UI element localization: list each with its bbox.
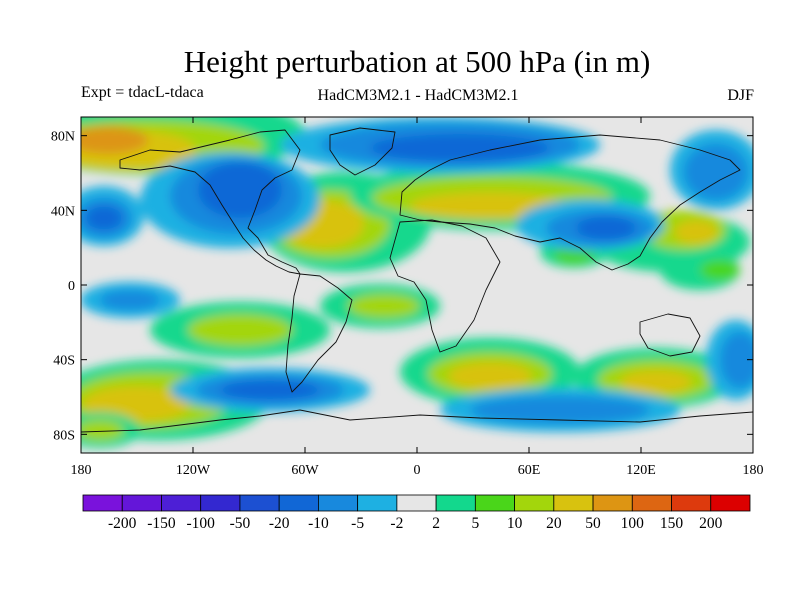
contour-region	[348, 294, 420, 318]
colorbar-label: 10	[507, 515, 523, 532]
colorbar-swatch	[671, 494, 712, 512]
coast-africa	[389, 219, 501, 353]
contour-region	[700, 260, 740, 280]
colorbar-label: -20	[269, 515, 290, 532]
colorbar-label: 20	[546, 515, 562, 532]
lon-tick-label: 180	[71, 463, 92, 478]
colorbar-label: 2	[432, 515, 440, 532]
contour-field	[81, 117, 753, 453]
colorbar-swatch	[239, 494, 280, 512]
contour-region	[684, 144, 748, 200]
lon-tick-label: 120W	[176, 463, 211, 478]
colorbar-label: -5	[351, 515, 364, 532]
colorbar-swatch	[553, 494, 594, 512]
lat-tick-label: 0	[68, 279, 75, 294]
lat-tick-label: 40N	[51, 204, 75, 219]
contour-region	[81, 126, 148, 154]
coastlines	[81, 127, 753, 433]
contour-region	[448, 362, 532, 390]
contour-region	[576, 216, 636, 240]
colorbar-label: -150	[147, 515, 176, 532]
colorbar-swatch	[318, 494, 359, 512]
colorbar-label: -200	[108, 515, 137, 532]
lon-tick-label: 60E	[518, 463, 541, 478]
contour-region	[198, 162, 282, 218]
lat-tick-label: 80N	[51, 130, 75, 145]
colorbar-swatch	[161, 494, 202, 512]
model-label: HadCM3M2.1 - HadCM3M2.1	[317, 87, 519, 104]
latitude-axis: 80N 40N 0 40S 80S	[51, 130, 753, 443]
colorbar: -200 -150 -100 -50 -20 -10 -5 -2 2 5 10 20 50 100 150 2…	[82, 494, 751, 532]
lon-tick-label: 0	[414, 463, 421, 478]
contour-region	[100, 290, 160, 310]
colorbar-label: -50	[230, 515, 251, 532]
map-title: Height perturbation at 500 hPa (in m)	[183, 44, 651, 79]
coast-south-america	[285, 273, 353, 393]
lon-tick-label: 120E	[626, 463, 656, 478]
colorbar-swatch	[396, 494, 437, 512]
coast-eurasia	[399, 134, 741, 271]
lat-tick-label: 40S	[53, 354, 75, 369]
colorbar-swatch	[200, 494, 241, 512]
contour-region	[220, 380, 320, 400]
colorbar-label: 5	[471, 515, 479, 532]
contour-region	[81, 420, 124, 440]
colorbar-swatch	[474, 494, 515, 512]
experiment-label: Expt = tdacL-tdaca	[81, 84, 204, 101]
contour-region	[674, 220, 718, 244]
lat-tick-label: 80S	[53, 428, 75, 443]
season-label: DJF	[727, 87, 754, 104]
colorbar-swatch	[435, 494, 476, 512]
coast-australia	[639, 313, 701, 357]
lon-tick-label: 180	[743, 463, 764, 478]
coast-antarctica	[81, 409, 753, 433]
colorbar-label: 150	[660, 515, 684, 532]
colorbar-swatch	[710, 494, 751, 512]
colorbar-label: -2	[390, 515, 403, 532]
colorbar-swatch	[631, 494, 672, 512]
colorbar-swatch	[514, 494, 555, 512]
coast-north-america	[119, 129, 301, 275]
contour-region	[370, 134, 550, 162]
contour-region	[720, 332, 753, 388]
contour-region	[86, 206, 122, 230]
contour-region	[620, 370, 692, 394]
contour-region	[188, 314, 292, 346]
colorbar-swatch	[82, 494, 123, 512]
colorbar-swatch	[357, 494, 398, 512]
lon-tick-label: 60W	[291, 463, 319, 478]
colorbar-label: -100	[186, 515, 215, 532]
colorbar-label: 50	[585, 515, 601, 532]
colorbar-swatch	[121, 494, 162, 512]
contour-region	[470, 396, 650, 424]
colorbar-label: -10	[308, 515, 329, 532]
longitude-axis: 180 120W 60W 0 60E 120E 180	[71, 117, 764, 478]
colorbar-swatch	[592, 494, 633, 512]
colorbar-label: 200	[699, 515, 723, 532]
coast-greenland	[329, 127, 396, 176]
colorbar-label: 100	[621, 515, 645, 532]
colorbar-swatch	[278, 494, 319, 512]
